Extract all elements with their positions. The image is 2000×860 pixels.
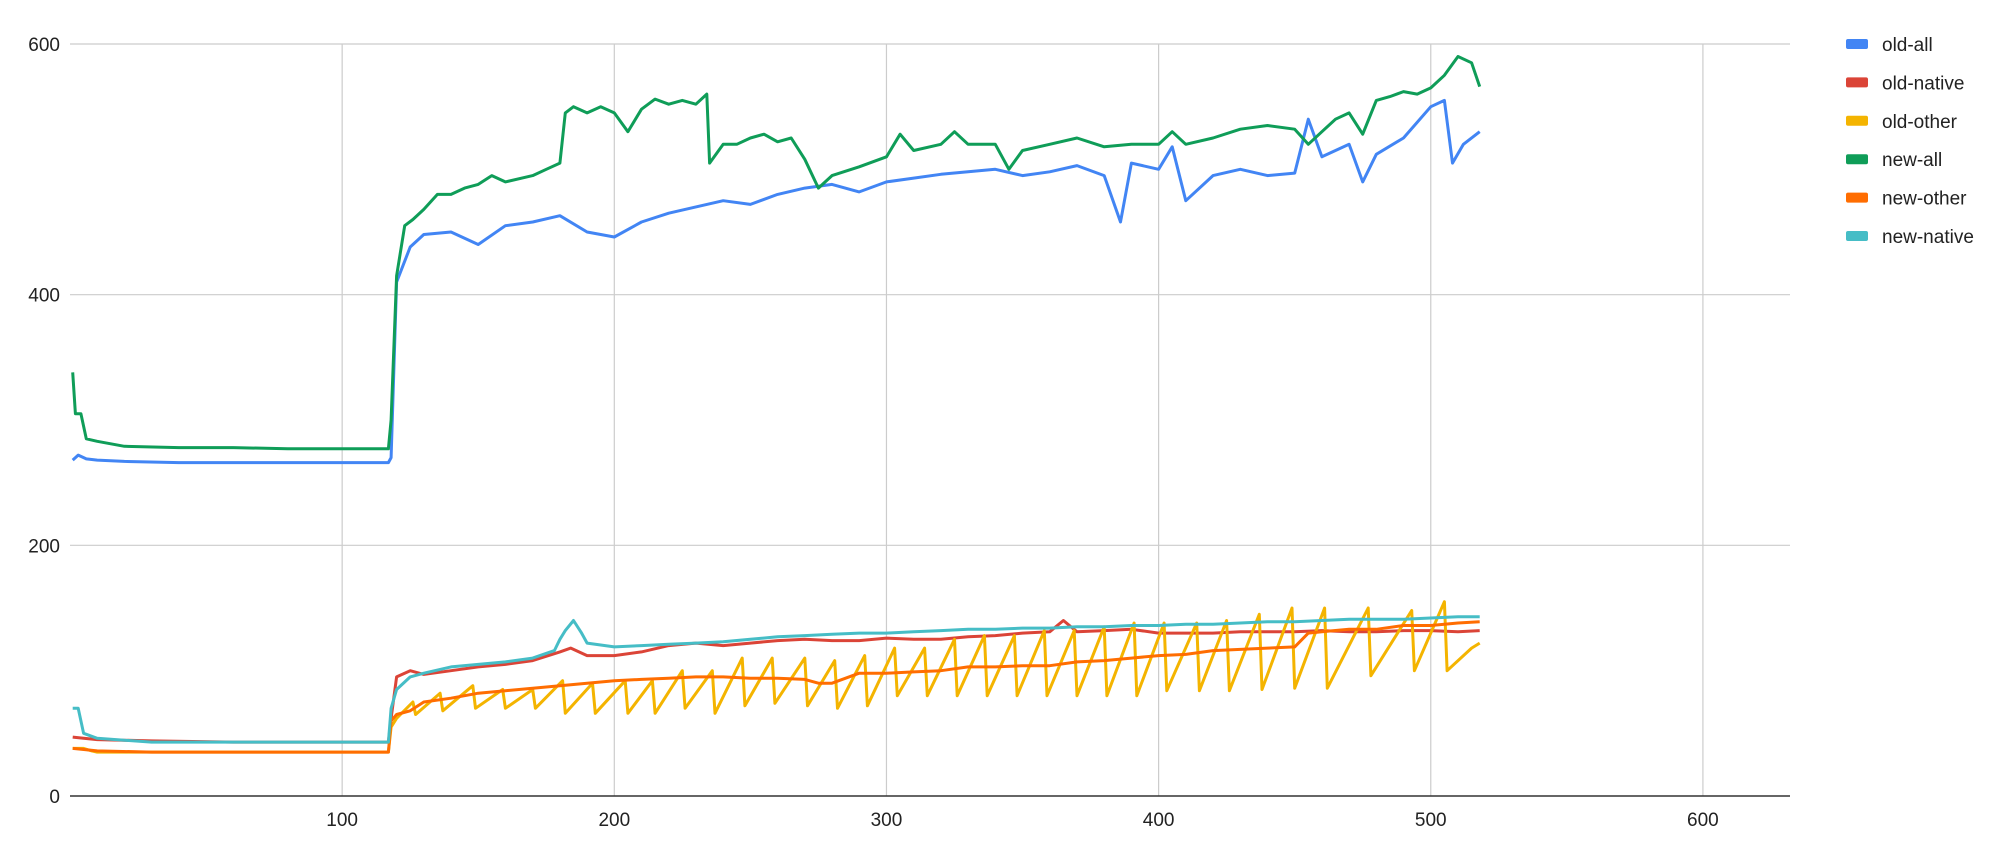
legend-swatch-old-all <box>1846 39 1868 49</box>
y-tick-label: 0 <box>49 787 60 808</box>
series-line-new-other <box>72 620 1480 754</box>
y-tick-label: 200 <box>28 536 60 557</box>
legend-label-old-other: old-other <box>1882 112 1958 133</box>
legend-label-old-native: old-native <box>1882 73 1964 94</box>
series-line-new-native <box>72 615 1480 744</box>
legend-swatch-old-other <box>1846 115 1868 126</box>
legend-label-new-native: new-native <box>1882 227 1974 248</box>
legend-swatch-new-other <box>1846 192 1868 203</box>
x-tick-label: 500 <box>1415 810 1447 831</box>
y-tick-label: 400 <box>28 286 60 307</box>
legend-swatch-new-all <box>1846 154 1868 165</box>
x-tick-label: 400 <box>1143 810 1175 831</box>
legend-label-new-other: new-other <box>1882 189 1967 210</box>
x-tick-label: 100 <box>326 810 358 831</box>
gridlines <box>70 43 1790 796</box>
series-line-old-all <box>71 98 1481 465</box>
legend-label-old-all: old-all <box>1882 35 1933 56</box>
legend: old-all old-native old-other new-all new-oth… <box>1846 35 1974 248</box>
x-tick-label: 200 <box>598 810 630 831</box>
y-tick-label: 600 <box>28 35 60 56</box>
series-line-new-all <box>71 55 1482 451</box>
legend-swatch-old-native <box>1846 77 1868 88</box>
series-lines <box>71 55 1482 754</box>
series-line-old-other <box>72 600 1481 754</box>
series-line-old-native <box>72 619 1480 744</box>
x-tick-label: 600 <box>1687 810 1719 831</box>
legend-swatch-new-native <box>1846 231 1868 241</box>
x-tick-label: 300 <box>871 810 903 831</box>
axes: 0 200 400 600 100 200 300 400 500 600 <box>28 35 1790 831</box>
legend-label-new-all: new-all <box>1882 150 1942 171</box>
